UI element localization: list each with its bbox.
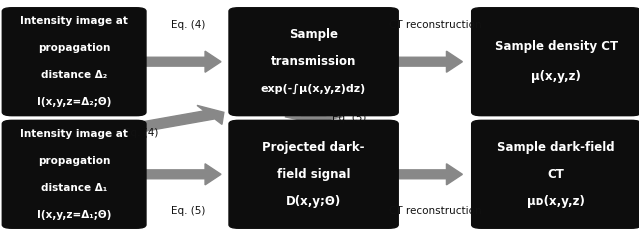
Text: Intensity image at: Intensity image at [20,16,128,26]
FancyBboxPatch shape [3,8,146,116]
FancyBboxPatch shape [3,120,146,228]
Text: propagation: propagation [38,156,110,166]
Text: Eq. (5): Eq. (5) [172,206,205,216]
FancyArrow shape [392,51,463,72]
FancyBboxPatch shape [472,8,640,116]
Text: Projected dark-: Projected dark- [262,141,365,154]
Text: CT: CT [548,168,564,181]
Text: Eq. (5): Eq. (5) [332,113,366,123]
Text: exp(-∫μ(x,y,z)dz): exp(-∫μ(x,y,z)dz) [261,84,366,94]
FancyArrow shape [392,164,463,185]
Text: distance Δ₂: distance Δ₂ [41,70,108,80]
Text: Sample density CT: Sample density CT [495,40,618,53]
Text: μ(x,y,z): μ(x,y,z) [531,70,581,84]
Text: D(x,y;Θ): D(x,y;Θ) [286,195,341,208]
Text: CT reconstruction: CT reconstruction [388,20,481,30]
FancyArrow shape [140,164,221,185]
Text: I(x,y,z=Δ₁;Θ): I(x,y,z=Δ₁;Θ) [37,210,111,220]
FancyArrow shape [285,113,342,123]
FancyArrow shape [140,51,221,72]
FancyBboxPatch shape [229,8,398,116]
FancyArrow shape [107,105,224,136]
Text: distance Δ₁: distance Δ₁ [41,183,108,193]
Text: transmission: transmission [271,55,356,68]
Text: Sample: Sample [289,28,338,41]
Text: field signal: field signal [277,168,350,181]
Text: CT reconstruction: CT reconstruction [388,206,481,216]
Text: Intensity image at: Intensity image at [20,129,128,139]
FancyBboxPatch shape [472,120,640,228]
Text: I(x,y,z=Δ₂;Θ): I(x,y,z=Δ₂;Θ) [37,97,111,107]
Text: Eq. (4): Eq. (4) [124,128,158,138]
FancyBboxPatch shape [229,120,398,228]
Text: propagation: propagation [38,43,110,53]
Text: μᴅ(x,y,z): μᴅ(x,y,z) [527,195,585,208]
Text: Sample dark-field: Sample dark-field [497,141,615,154]
Text: Eq. (4): Eq. (4) [172,20,205,30]
